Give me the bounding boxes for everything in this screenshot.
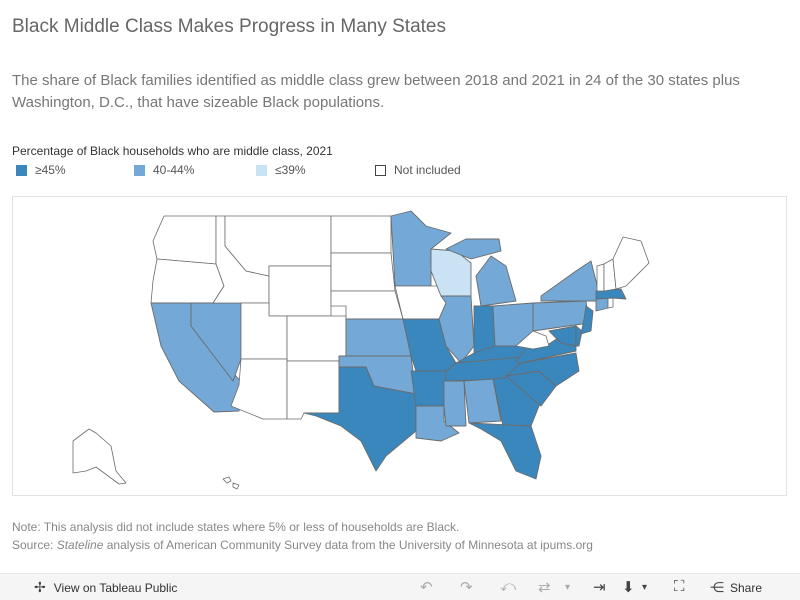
state-al[interactable] [463,378,502,424]
map-frame [12,196,787,496]
state-vt[interactable] [596,263,605,292]
state-ny[interactable] [540,260,602,302]
state-il[interactable] [438,295,475,364]
note-block: Note: This analysis did not include stat… [12,518,593,554]
redo-icon[interactable]: ↷ [460,579,473,596]
state-tx[interactable] [303,366,417,472]
legend-item-mid[interactable]: 40-44% [134,163,194,177]
legend-item-high[interactable]: ≥45% [16,163,66,177]
state-de[interactable] [575,325,583,347]
tableau-logo-icon: ✢ [34,579,46,595]
state-wv[interactable] [515,330,550,350]
share-icon: ⋲ [710,579,724,595]
legend-swatch-mid [134,164,145,176]
refresh-dropdown-icon[interactable]: ▾ [565,582,571,593]
legend-label-low: ≤39% [275,163,306,177]
legend: ≥45% 40-44% ≤39% Not included [12,163,612,181]
source-text: Source: Stateline analysis of American C… [12,536,593,554]
view-on-tableau-label: View on Tableau Public [53,580,178,595]
legend-label-mid: 40-44% [153,163,195,177]
refresh-icon[interactable]: ⇄ [538,579,551,596]
revert-icon[interactable]: ⤺ [500,578,517,595]
state-co[interactable] [286,315,347,362]
page-subtitle: The share of Black families identified a… [12,72,740,111]
state-mi[interactable] [475,255,517,307]
state-nd[interactable] [330,215,392,254]
state-nj[interactable] [580,305,594,335]
state-wy[interactable] [268,265,332,317]
tableau-toolbar: ✢ View on Tableau Public ↶ ↷ ⤺ ⇄ ▾ ⇥ ⬇ ▾… [0,573,800,600]
source-publication: Stateline [56,538,104,552]
legend-label-not-included: Not included [394,163,461,177]
state-ia[interactable] [394,285,447,320]
undo-icon[interactable]: ↶ [420,579,433,596]
us-map[interactable] [13,197,788,497]
state-nc[interactable] [505,352,580,387]
state-pa[interactable] [532,300,590,332]
state-fl[interactable] [468,422,542,480]
fullscreen-icon[interactable]: ⛶ [674,578,685,595]
state-ma[interactable] [595,288,627,300]
source-prefix: Source: [12,538,54,552]
legend-label-high: ≥45% [35,163,66,177]
page-title: Black Middle Class Makes Progress in Man… [12,16,446,37]
share-button[interactable]: ⋲ Share [710,579,762,596]
state-ms[interactable] [443,380,467,427]
state-az[interactable] [230,358,288,420]
view-on-tableau-button[interactable]: ✢ View on Tableau Public [34,579,177,596]
state-ct[interactable] [595,297,609,312]
state-hi[interactable] [222,476,240,490]
state-ak[interactable] [72,428,127,485]
legend-item-low[interactable]: ≤39% [256,163,306,177]
legend-swatch-not-included [375,164,386,176]
state-or[interactable] [150,258,225,304]
download-dropdown-icon[interactable]: ▾ [642,582,648,593]
state-nm[interactable] [286,360,340,420]
pause-icon[interactable]: ⇥ [593,579,606,596]
state-ne[interactable] [330,290,404,320]
legend-title: Percentage of Black households who are m… [12,144,333,158]
share-label: Share [730,580,763,595]
state-mi-upper[interactable] [445,238,502,260]
state-wa[interactable] [152,215,217,265]
state-ks[interactable] [345,318,412,357]
state-me[interactable] [612,236,650,290]
legend-swatch-high [16,164,27,176]
download-icon[interactable]: ⬇ [622,579,635,596]
source-rest: analysis of American Community Survey da… [106,538,593,552]
state-ri[interactable] [607,297,614,309]
legend-item-not-included[interactable]: Not included [375,163,461,177]
state-in[interactable] [473,305,496,354]
state-sd[interactable] [330,252,396,292]
legend-swatch-low [256,164,267,176]
note-text: Note: This analysis did not include stat… [12,520,460,534]
